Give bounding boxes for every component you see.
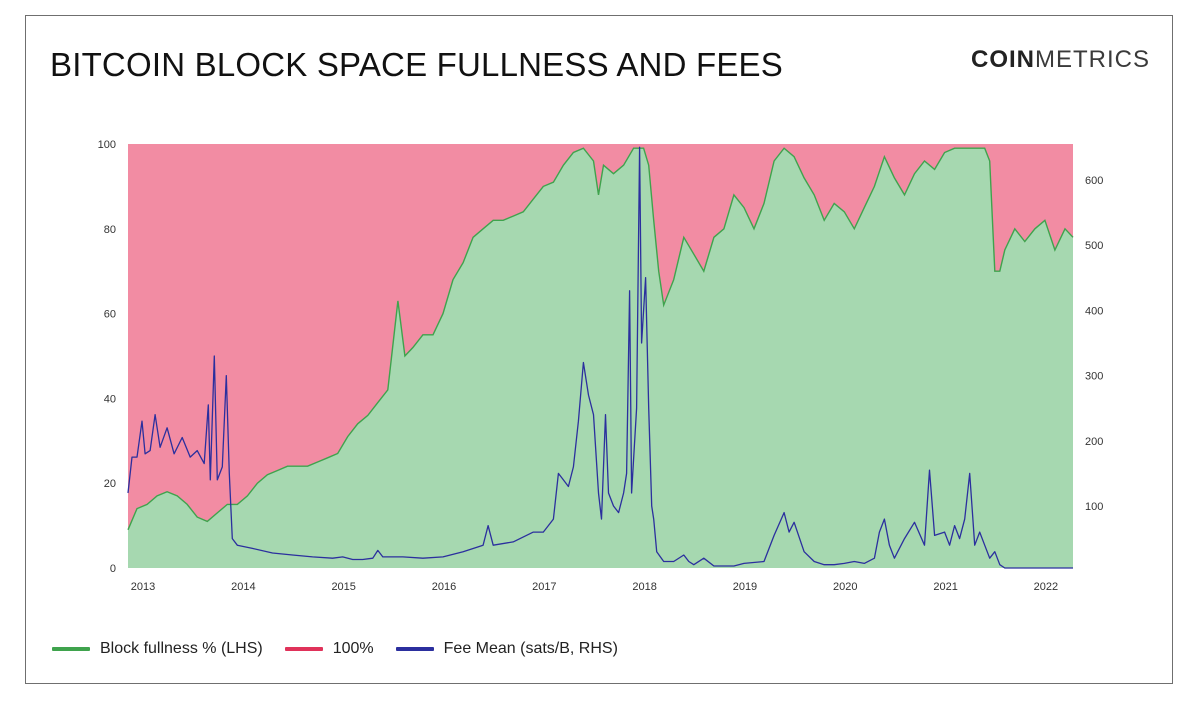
x-tick-label: 2019: [733, 581, 757, 593]
x-tick-label: 2016: [432, 581, 456, 593]
y-right-tick-label: 200: [1085, 436, 1103, 448]
series-block-fullness-area: [128, 148, 1073, 568]
legend-item-100-percent[interactable]: 100%: [284, 640, 374, 658]
legend-label: Block fullness % (LHS): [100, 640, 263, 657]
y-left-tick-label: 100: [98, 139, 116, 151]
y-right-tick-label: 500: [1085, 240, 1103, 252]
y-right-tick-label: 100: [1085, 501, 1103, 513]
y-left-tick-label: 40: [104, 393, 116, 405]
logo-part-metrics: METRICS: [1035, 46, 1150, 73]
chart-card: BITCOIN BLOCK SPACE FULLNESS AND FEES CO…: [25, 15, 1173, 684]
y-right-tick-label: 600: [1085, 175, 1103, 187]
series-block-fullness-line: [127, 147, 1074, 531]
axes: 0 20 40 60 80 100 100 200 300 400 500 600 2013 2014 20…: [98, 139, 1104, 593]
y-right-tick-label: 400: [1085, 305, 1103, 317]
legend-item-fee-mean[interactable]: Fee Mean (sats/B, RHS): [395, 640, 618, 658]
chart-title: BITCOIN BLOCK SPACE FULLNESS AND FEES: [50, 46, 783, 83]
legend-item-block-fullness[interactable]: Block fullness % (LHS): [52, 640, 263, 658]
y-right-tick-label: 300: [1085, 371, 1103, 383]
logo-part-coin: COIN: [971, 46, 1035, 73]
y-left-tick-label: 0: [110, 563, 116, 575]
legend-swatch-green: [52, 647, 90, 651]
x-tick-label: 2014: [231, 581, 255, 593]
legend-label: Fee Mean (sats/B, RHS): [443, 640, 618, 657]
x-tick-label: 2018: [632, 581, 656, 593]
legend-label: 100%: [332, 640, 374, 657]
legend: Block fullness % (LHS) 100% Fee Mean (sa…: [52, 640, 640, 658]
coinmetrics-logo: COINMETRICS: [971, 46, 1150, 74]
y-left-tick-label: 60: [104, 309, 116, 321]
x-tick-label: 2021: [933, 581, 957, 593]
x-tick-label: 2015: [331, 581, 355, 593]
y-left-tick-label: 80: [104, 224, 116, 236]
x-tick-label: 2020: [833, 581, 857, 593]
series-fee-mean-line: [127, 146, 1073, 569]
plot-area: CM: [127, 144, 1074, 569]
legend-swatch-blue: [395, 647, 434, 651]
legend-swatch-red: [284, 647, 323, 651]
x-tick-label: 2013: [131, 581, 155, 593]
x-tick-label: 2017: [532, 581, 556, 593]
x-tick-label: 2022: [1034, 581, 1058, 593]
chart-svg: CM 0 20 40 60 80 100 100 200 300 400 500 600 2013 201…: [98, 139, 1104, 593]
y-left-tick-label: 20: [104, 478, 116, 490]
